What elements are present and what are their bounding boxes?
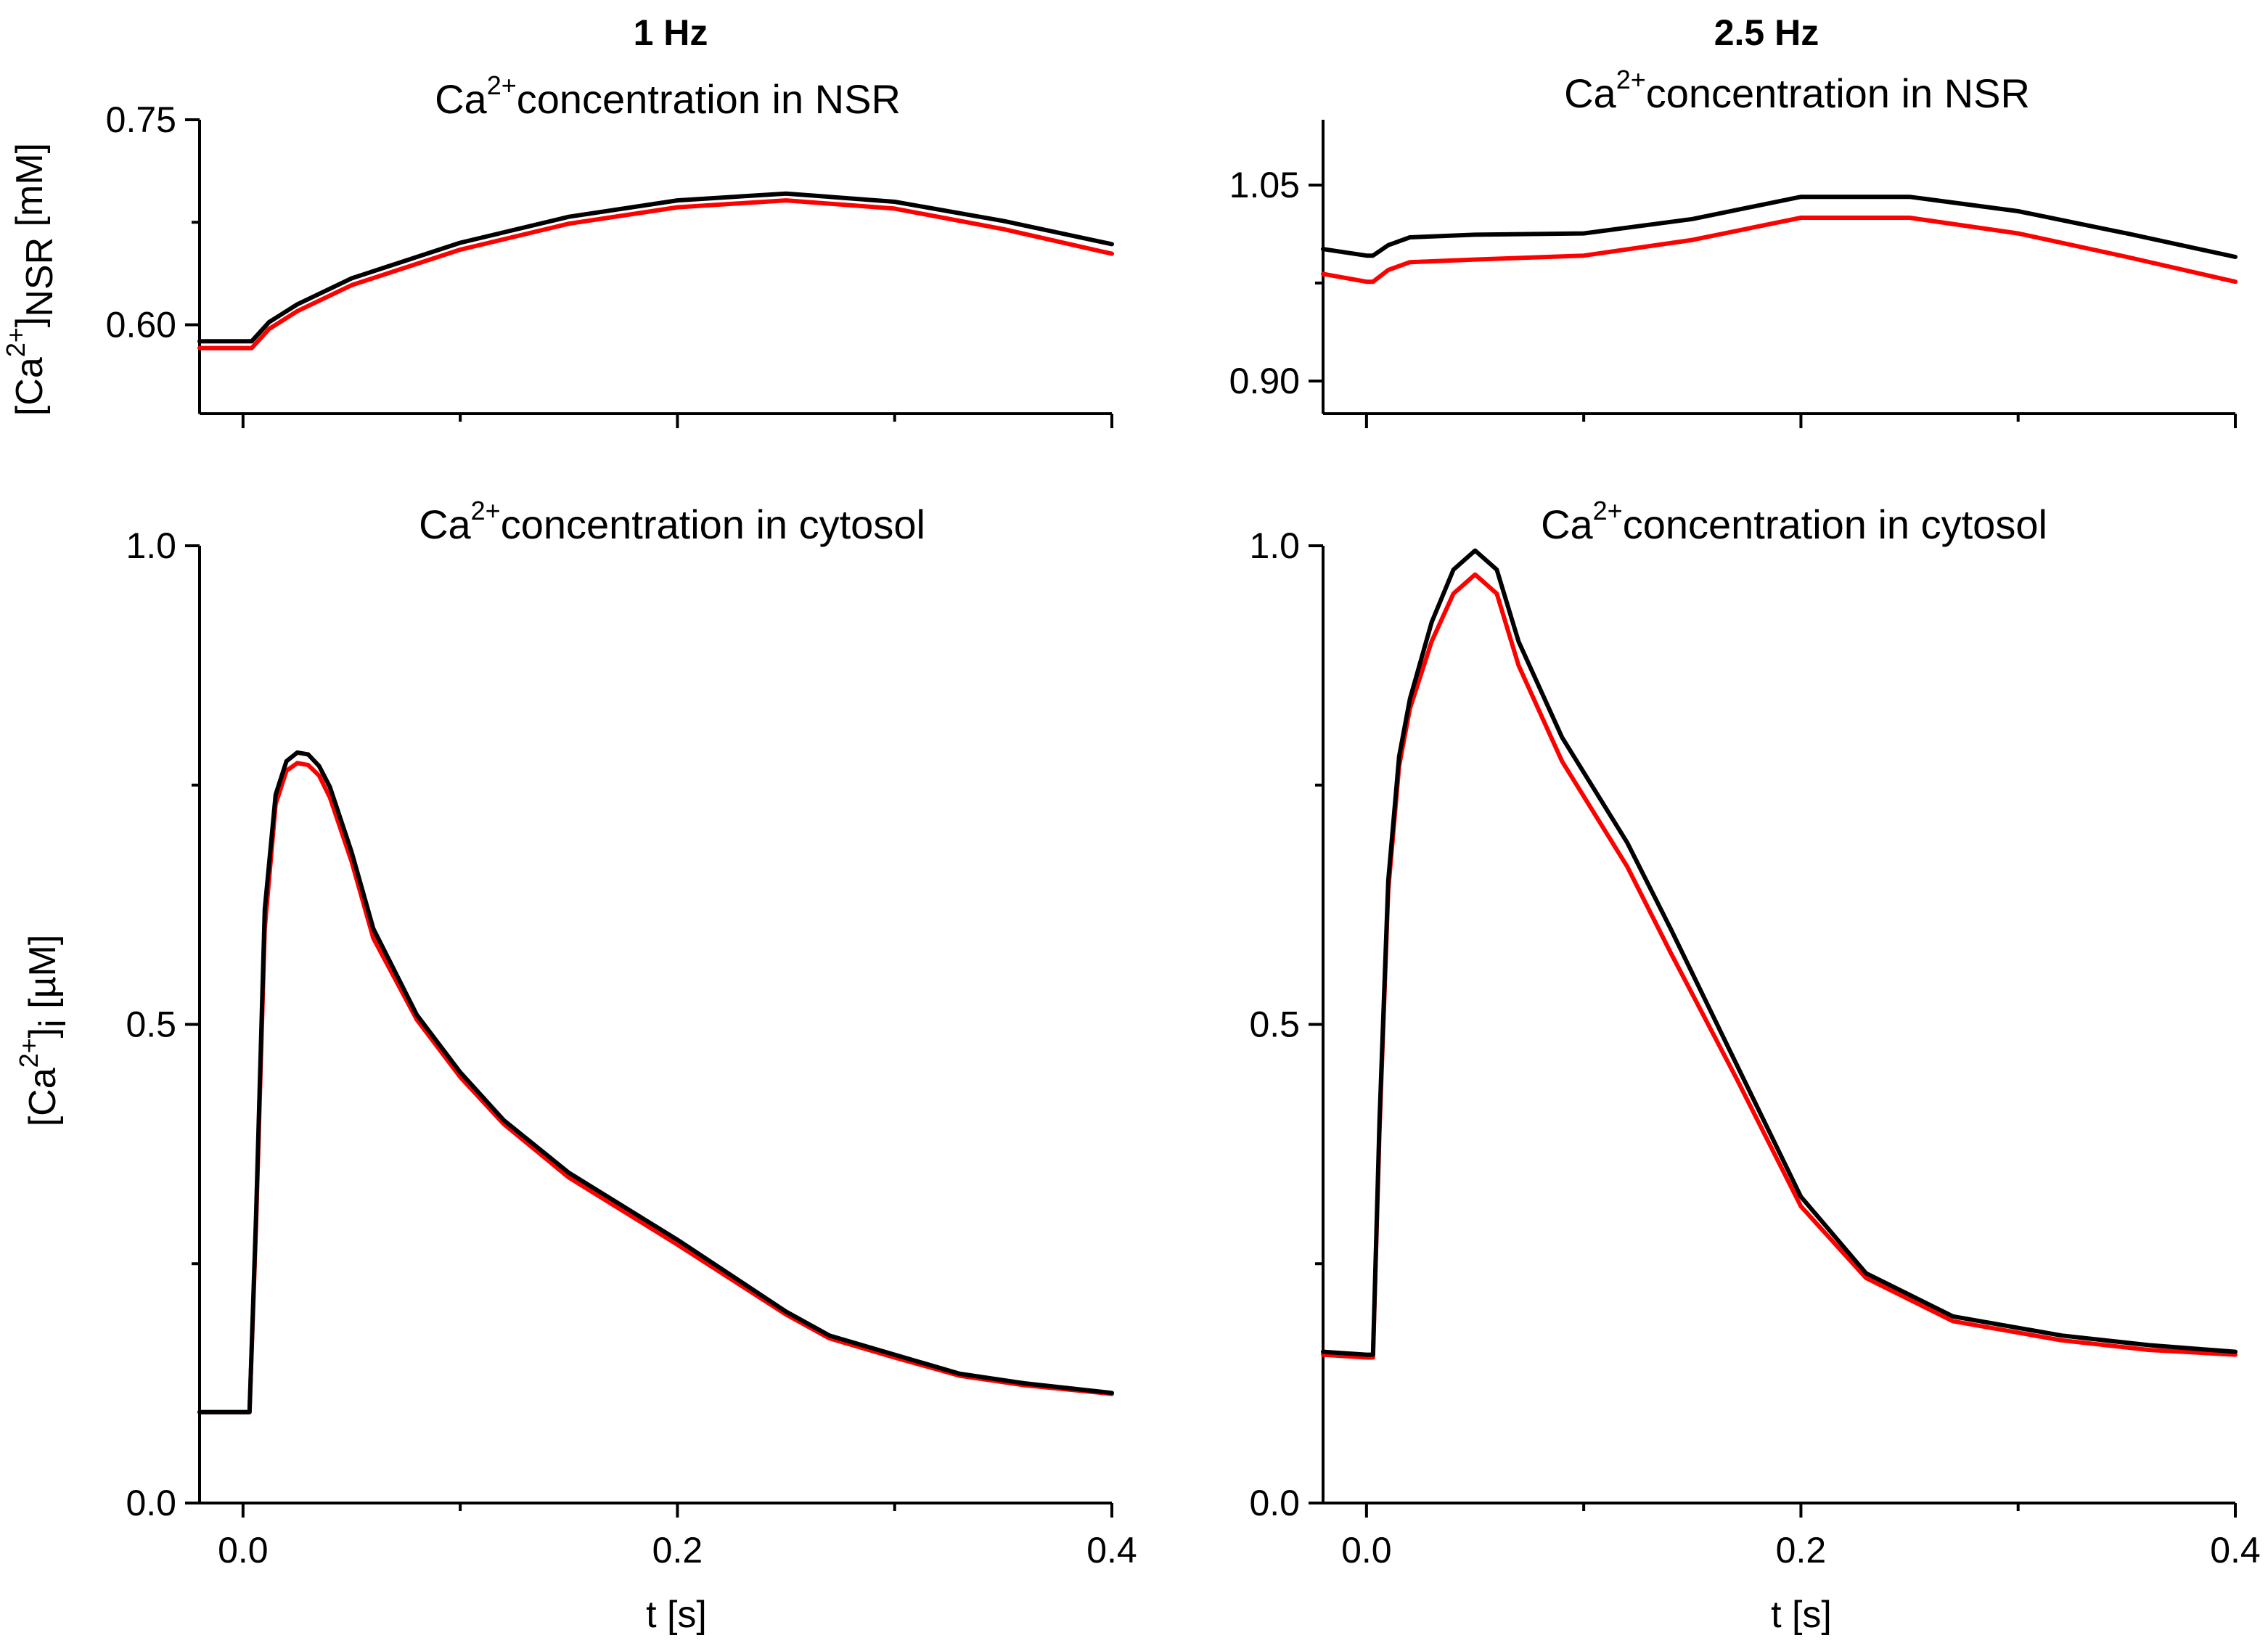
series-line-black	[197, 191, 1114, 344]
x-tick-label: 0.4	[1086, 1530, 1137, 1571]
panel-nsr-1hz: 0.60 0.75	[106, 99, 1114, 428]
y-tick-label: 1.0	[1249, 525, 1300, 566]
panel-title-nsr-2-5hz: Ca2+concentration in NSR	[1564, 65, 2030, 116]
y-tick-label: 0.90	[1229, 361, 1300, 401]
panel-nsr-2-5hz: 0.90 1.05	[1229, 120, 2238, 428]
x-tick-label: 0.2	[1776, 1530, 1827, 1571]
y-tick-label: 1.0	[126, 525, 176, 566]
y-tick-label: 0.5	[126, 1004, 176, 1045]
series-line-black	[197, 750, 1114, 1414]
y-tick-label: 0.5	[1249, 1004, 1300, 1045]
column-title-1hz: 1 Hz	[634, 12, 708, 53]
series-line-red	[197, 198, 1114, 351]
series-line-red	[1321, 216, 2238, 284]
y-tick-label: 0.60	[106, 305, 176, 345]
y-tick-label: 1.05	[1229, 165, 1300, 205]
column-title-2-5hz: 2.5 Hz	[1714, 12, 1819, 53]
x-tick-label: 0.0	[1341, 1530, 1392, 1571]
y-tick-label: 0.0	[126, 1483, 176, 1523]
panel-title-cytosol-2-5hz: Ca2+concentration in cytosol	[1541, 496, 2047, 547]
series-line-black	[1321, 195, 2238, 259]
panel-cytosol-2-5hz: 0.0 0.2 0.4 0.0 0.5 1.0	[1249, 525, 2260, 1571]
x-tick-label: 0.0	[218, 1530, 269, 1571]
panel-cytosol-1hz: 0.0 0.2 0.4 0.0 0.5 1.0	[126, 525, 1137, 1571]
y-axis-label-cytosol: [Ca2+]i [µM]	[14, 935, 74, 1127]
chart-panels: 0.60 0.75 0.90 1.05 0.0 0.2 0.4 0.0 0.5 1.0 0.0 0.2…	[106, 99, 2261, 1571]
x-tick-label: 0.2	[652, 1530, 703, 1571]
y-tick-label: 0.0	[1249, 1483, 1300, 1523]
series-line-black	[1321, 548, 2238, 1357]
panel-title-nsr-1hz: Ca2+concentration in NSR	[435, 70, 901, 122]
series-line-red	[197, 761, 1114, 1414]
x-axis-label-2-5hz: t [s]	[1771, 1594, 1832, 1636]
x-axis-label-1hz: t [s]	[646, 1594, 707, 1636]
panel-title-cytosol-1hz: Ca2+concentration in cytosol	[419, 496, 925, 547]
y-axis-label-nsr: [Ca2+]NSR [mM]	[1, 143, 61, 416]
series-line-red	[1321, 572, 2238, 1360]
x-tick-label: 0.4	[2210, 1530, 2261, 1571]
y-tick-label: 0.75	[106, 99, 176, 140]
